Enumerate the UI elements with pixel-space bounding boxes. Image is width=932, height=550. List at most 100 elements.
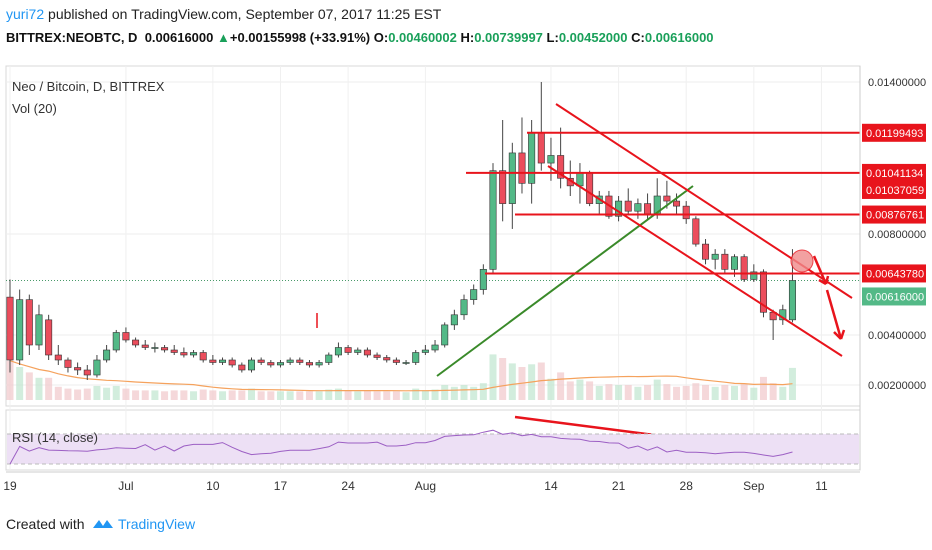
volume-bar xyxy=(644,385,652,400)
candle-body xyxy=(296,359,304,363)
volume-bar xyxy=(702,385,710,400)
candle-body xyxy=(103,349,111,361)
last-price-tag xyxy=(862,287,926,306)
last-price: 0.00616000 xyxy=(144,30,214,45)
volume-bar xyxy=(682,385,690,400)
candle-body xyxy=(83,369,91,376)
up-arrow-icon: ▲ xyxy=(217,30,230,45)
candle-body xyxy=(460,299,468,316)
volume-bar xyxy=(257,391,265,400)
volume-bar xyxy=(25,372,33,400)
candle-body xyxy=(112,332,120,351)
candle-body xyxy=(692,218,700,245)
candle-body xyxy=(219,359,227,363)
time-tick-label: 17 xyxy=(274,479,288,493)
publish-header: yuri72 published on TradingView.com, Sep… xyxy=(6,6,441,22)
volume-bar xyxy=(296,391,304,400)
volume-bar xyxy=(170,390,178,400)
volume-bar xyxy=(45,377,53,400)
candle-body xyxy=(54,354,62,361)
candle-body xyxy=(122,332,130,341)
down-arrow-1-icon xyxy=(812,255,830,286)
candle-body xyxy=(161,347,169,351)
volume-bar xyxy=(315,391,323,400)
candle-body xyxy=(64,359,72,368)
last-price-label: 0.00616000 xyxy=(866,291,924,303)
ticker-header: BITTREX:NEOBTC, D 0.00616000 ▲+0.0015599… xyxy=(6,30,714,45)
candle-body xyxy=(334,347,342,356)
time-axis: 19 Jul 10 17 24 Aug 14 21 28 Sep 11 xyxy=(3,471,860,493)
candle-body xyxy=(228,359,236,366)
price-tick-label: 0.00800000 xyxy=(868,229,926,241)
volume-bar xyxy=(363,390,371,400)
symbol-label: BITTREX:NEOBTC, D xyxy=(6,30,138,45)
volume-bar xyxy=(605,384,613,400)
price-tick-label: 0.01400000 xyxy=(868,77,926,89)
close-label: C: xyxy=(631,30,645,45)
rsi-label: RSI (14, close) xyxy=(12,430,98,445)
candle-body xyxy=(750,271,758,280)
extra-price-tag xyxy=(862,180,926,199)
level-price-label: 0.01041134 xyxy=(866,168,923,180)
candle-body xyxy=(759,271,767,313)
candle-body xyxy=(141,344,149,348)
volume-bar xyxy=(276,391,284,400)
price-chart[interactable]: 0.01199493 0.01041134 0.00876761 0.00643780… xyxy=(0,58,932,508)
open-value: 0.00460002 xyxy=(388,30,457,45)
volume-label: Vol (20) xyxy=(12,101,57,116)
candle-body xyxy=(730,256,738,270)
time-tick-label: Jul xyxy=(118,479,133,493)
candle-body xyxy=(547,155,555,164)
rsi-line xyxy=(9,429,793,465)
down-arrow-2-icon xyxy=(825,289,846,340)
volume-bar xyxy=(35,377,43,400)
price-change: +0.00155998 (+33.91%) xyxy=(229,30,371,45)
volume-bar xyxy=(190,391,198,400)
volume-bar xyxy=(383,391,391,400)
volume-bar xyxy=(576,379,584,400)
candle-body xyxy=(673,200,681,207)
candle-body xyxy=(441,324,449,346)
volume-bar xyxy=(74,389,82,400)
rsi-pane xyxy=(7,429,859,465)
footer: Created with TradingView xyxy=(6,516,195,535)
volume-bar xyxy=(6,360,14,400)
candle-body xyxy=(663,195,671,202)
volume-bar xyxy=(305,391,313,400)
candle-body xyxy=(35,314,43,346)
volume-bar xyxy=(479,383,487,400)
candle-body xyxy=(450,314,458,326)
level-price-tag xyxy=(862,205,926,224)
candle-body xyxy=(170,349,178,353)
volume-bar xyxy=(731,385,738,400)
volume-bar xyxy=(711,386,719,400)
candle-body xyxy=(373,354,381,358)
time-tick-label: Aug xyxy=(415,479,436,493)
candle-body xyxy=(363,349,371,356)
volume-bar xyxy=(344,390,352,400)
candle-body xyxy=(45,319,53,356)
high-label: H: xyxy=(460,30,475,45)
level-price-label: 0.00643780 xyxy=(866,268,924,280)
candle-body xyxy=(431,344,439,351)
tradingview-brand[interactable]: TradingView xyxy=(118,516,196,532)
author-link[interactable]: yuri72 xyxy=(6,6,45,22)
candle-body xyxy=(151,347,159,349)
volume-bar xyxy=(547,378,555,400)
rsi-band xyxy=(7,434,859,464)
volume-bar xyxy=(392,391,400,400)
volume-bar xyxy=(325,389,333,400)
volume-bar xyxy=(334,388,342,400)
volume-bar xyxy=(595,385,603,400)
volume-bar xyxy=(228,390,236,400)
candle-body xyxy=(383,357,391,361)
volume-bar xyxy=(412,388,420,400)
publish-info: published on TradingView.com, September … xyxy=(48,6,442,22)
volume-bar xyxy=(373,391,381,400)
candle-body xyxy=(711,253,719,260)
volume-bar xyxy=(267,391,275,400)
volume-bar xyxy=(431,389,439,400)
volume-bar xyxy=(93,385,101,400)
candle-body xyxy=(576,172,584,187)
candle-body xyxy=(286,359,294,363)
